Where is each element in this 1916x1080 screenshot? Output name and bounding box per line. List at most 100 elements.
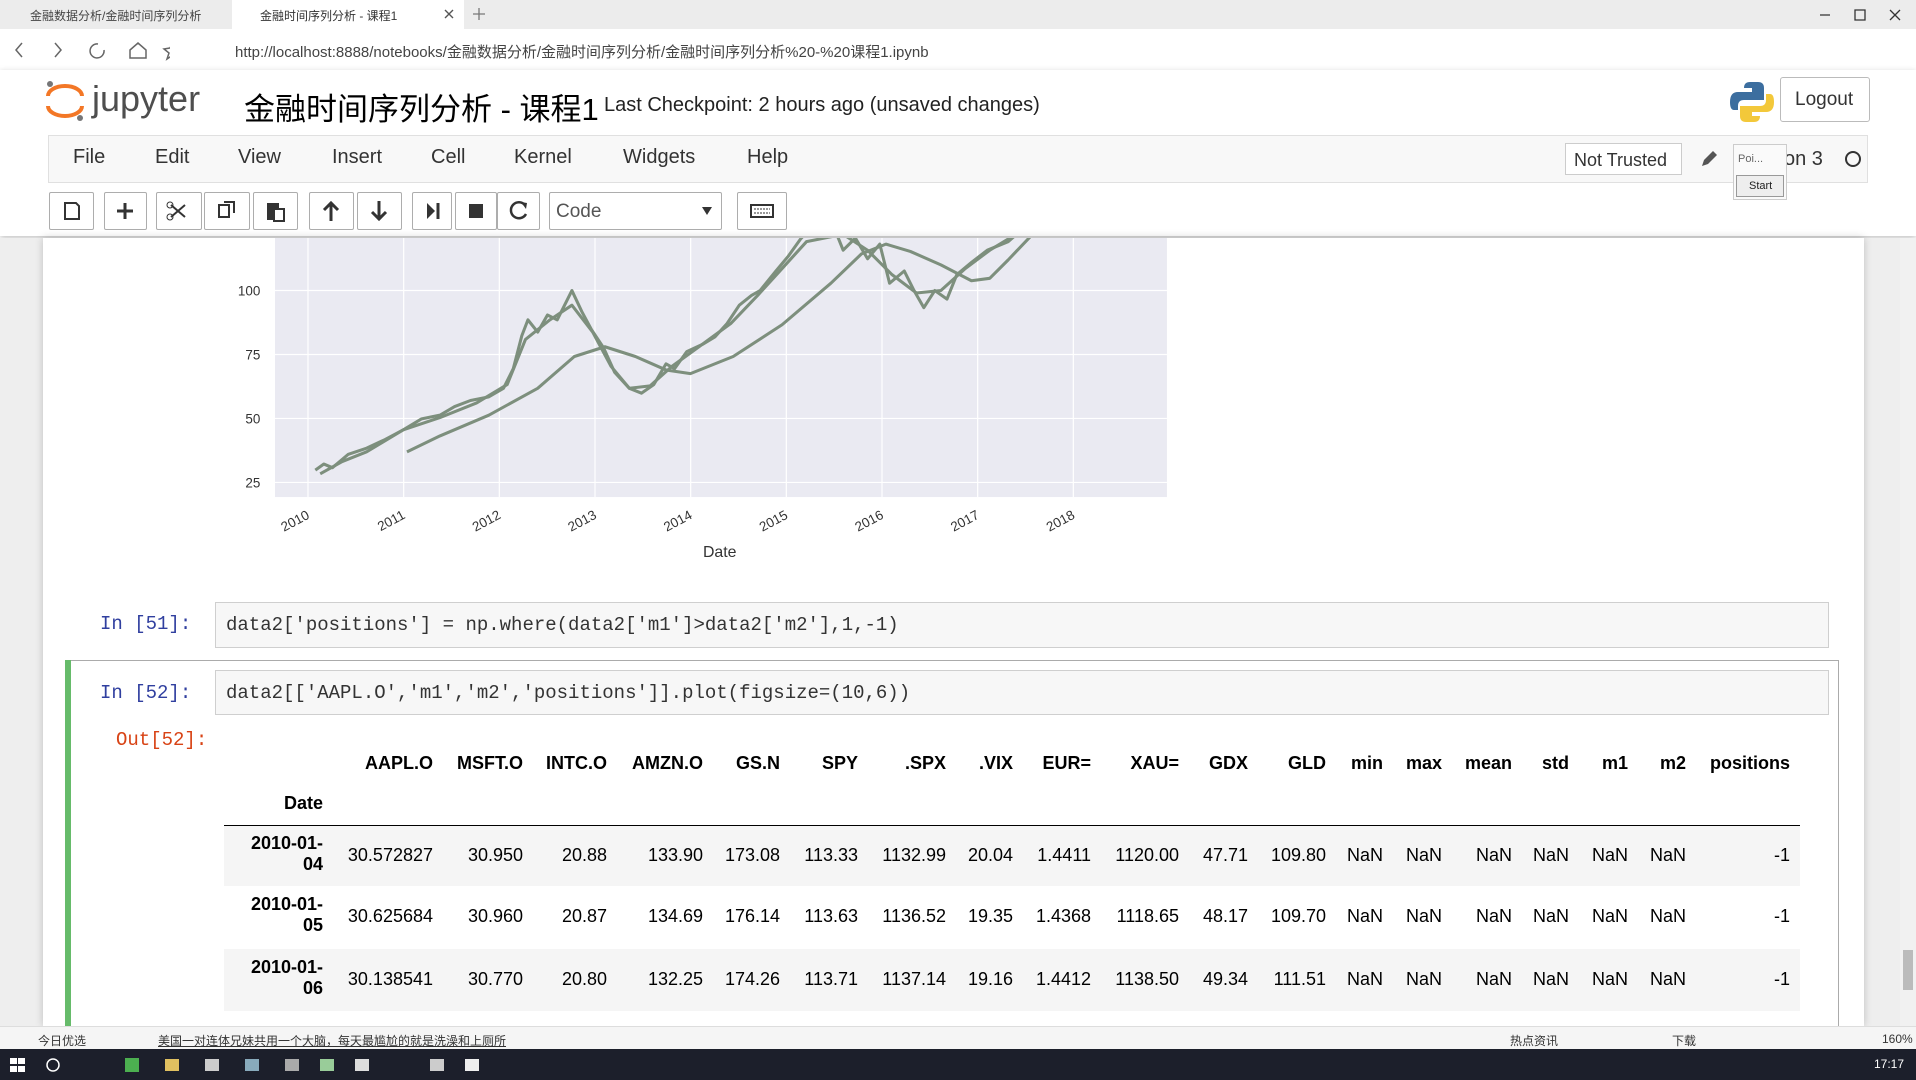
column-header: GDX xyxy=(1208,753,1248,773)
start-button[interactable]: Start xyxy=(1736,175,1784,197)
trusted-label: Not Trusted xyxy=(1574,150,1668,170)
logout-button[interactable]: Logout xyxy=(1780,77,1870,122)
cell: 20.80 xyxy=(561,969,607,989)
menu-bar xyxy=(48,135,1868,183)
row-index: 2010-01-04 xyxy=(250,833,323,874)
new-tab-icon[interactable] xyxy=(473,8,485,20)
logout-label: Logout xyxy=(1795,89,1854,110)
url[interactable]: http://localhost:8888/notebooks/金融数据分析/金… xyxy=(235,44,929,61)
cell: NaN xyxy=(1649,969,1686,989)
tab-title: 金融时间序列分析 - 课程1 xyxy=(260,9,398,23)
cell: NaN xyxy=(1346,906,1383,926)
code[interactable]: data2['positions'] = np.where(data2['m1'… xyxy=(226,614,899,636)
cell: NaN xyxy=(1346,969,1383,989)
cell: 111.51 xyxy=(1273,969,1326,989)
cell: 20.04 xyxy=(967,845,1013,865)
row-index: 2010-01-06 xyxy=(250,957,323,998)
cell-type-select[interactable]: Code xyxy=(549,192,722,230)
column-header: max xyxy=(1405,753,1442,773)
header-rule xyxy=(224,825,1800,826)
cell: 19.35 xyxy=(967,906,1013,926)
zoom[interactable]: 160% xyxy=(1882,1032,1913,1046)
icon xyxy=(509,200,528,220)
trusted-indicator[interactable]: Not Trusted xyxy=(1565,143,1682,175)
status-left[interactable]: 今日优选 xyxy=(38,1034,87,1048)
index-name: Date xyxy=(283,793,323,813)
taskbar-icons[interactable] xyxy=(10,1057,480,1073)
downloads[interactable]: 下载 xyxy=(1672,1034,1697,1048)
column-header: min xyxy=(1350,753,1383,773)
icon xyxy=(322,200,340,221)
cell: 1.4412 xyxy=(1035,969,1091,989)
hot-news[interactable]: 热点资讯 xyxy=(1510,1034,1559,1048)
menu-item[interactable]: Edit xyxy=(155,146,190,168)
x-tick-label: 2012 xyxy=(470,507,503,534)
restart-button[interactable] xyxy=(497,192,540,230)
icon xyxy=(469,204,483,218)
window-controls[interactable] xyxy=(1800,6,1910,24)
clock: 17:17 xyxy=(1874,1057,1905,1071)
cell: NaN xyxy=(1346,845,1383,865)
run-button[interactable] xyxy=(412,192,452,230)
cell: 1136.52 xyxy=(882,906,946,926)
menu-item[interactable]: View xyxy=(238,146,281,168)
tab-active[interactable]: 金融时间序列分析 - 课程1 xyxy=(232,0,464,29)
logo-text[interactable]: jupyter xyxy=(92,78,201,119)
column-header: GS.N xyxy=(735,753,780,773)
cell: 173.08 xyxy=(724,845,780,865)
x-tick-label: 2017 xyxy=(948,507,981,534)
save-button[interactable] xyxy=(49,192,94,230)
cut-button[interactable] xyxy=(156,192,202,230)
cell: 1120.00 xyxy=(1115,845,1179,865)
keyboard-button[interactable] xyxy=(737,192,787,230)
insert-button[interactable] xyxy=(104,192,147,230)
icon xyxy=(427,203,440,219)
copy-button[interactable] xyxy=(204,192,250,230)
cell: NaN xyxy=(1405,845,1442,865)
cell: NaN xyxy=(1591,969,1628,989)
y-tick-label: 25 xyxy=(245,475,260,490)
column-header: .VIX xyxy=(978,753,1013,773)
news-link[interactable]: 美国一对连体兄妹共用一个大脑，每天最尴尬的就是洗澡和上厕所 xyxy=(158,1034,507,1048)
code[interactable]: data2[['AAPL.O','m1','m2','positions']].… xyxy=(226,682,911,704)
notebook-name[interactable]: 金融时间序列分析 - 课程1 xyxy=(244,92,599,127)
scrollbar-thumb[interactable] xyxy=(1903,950,1913,990)
y-tick-label: 100 xyxy=(238,283,260,298)
column-header: MSFT.O xyxy=(457,753,523,773)
cell: 30.960 xyxy=(467,906,523,926)
tab-title: 金融数据分析/金融时间序列分析 xyxy=(30,9,202,23)
column-header: SPY xyxy=(821,753,858,773)
cell: NaN xyxy=(1532,906,1569,926)
column-header: m1 xyxy=(1601,753,1628,773)
code-cell[interactable]: data2['positions'] = np.where(data2['m1'… xyxy=(215,602,1829,648)
column-header: m2 xyxy=(1659,753,1686,773)
cell: NaN xyxy=(1591,906,1628,926)
row-background xyxy=(224,825,1800,886)
cell: 30.770 xyxy=(467,969,523,989)
menu-item[interactable]: File xyxy=(73,146,106,168)
cell: NaN xyxy=(1532,845,1569,865)
menu-item[interactable]: Help xyxy=(747,146,789,168)
menu-item[interactable]: Kernel xyxy=(514,146,572,168)
menu-item[interactable]: Widgets xyxy=(623,146,696,168)
close-icon[interactable] xyxy=(444,9,454,19)
icon xyxy=(218,201,235,218)
tab[interactable]: 金融数据分析/金融时间序列分析 xyxy=(0,0,233,29)
menu-item[interactable]: Insert xyxy=(332,146,383,168)
move-down-button[interactable] xyxy=(357,192,402,230)
checkpoint: Last Checkpoint: 2 hours ago (unsaved ch… xyxy=(604,94,1040,116)
nav-icons[interactable] xyxy=(10,39,170,61)
scrollbar[interactable] xyxy=(1900,238,1916,1026)
column-header: GLD xyxy=(1288,753,1326,773)
cell: 174.26 xyxy=(724,969,780,989)
move-up-button[interactable] xyxy=(309,192,354,230)
menu-item[interactable]: Cell xyxy=(431,146,466,168)
icon xyxy=(166,201,186,221)
row-index: 2010-01-05 xyxy=(250,894,323,935)
paste-button[interactable] xyxy=(253,192,298,230)
x-tick-label: 2010 xyxy=(278,507,311,534)
stop-button[interactable] xyxy=(455,192,497,230)
plot-area xyxy=(275,238,1167,498)
code-cell[interactable]: data2[['AAPL.O','m1','m2','positions']].… xyxy=(215,670,1829,715)
edit-icon[interactable] xyxy=(1700,150,1718,168)
